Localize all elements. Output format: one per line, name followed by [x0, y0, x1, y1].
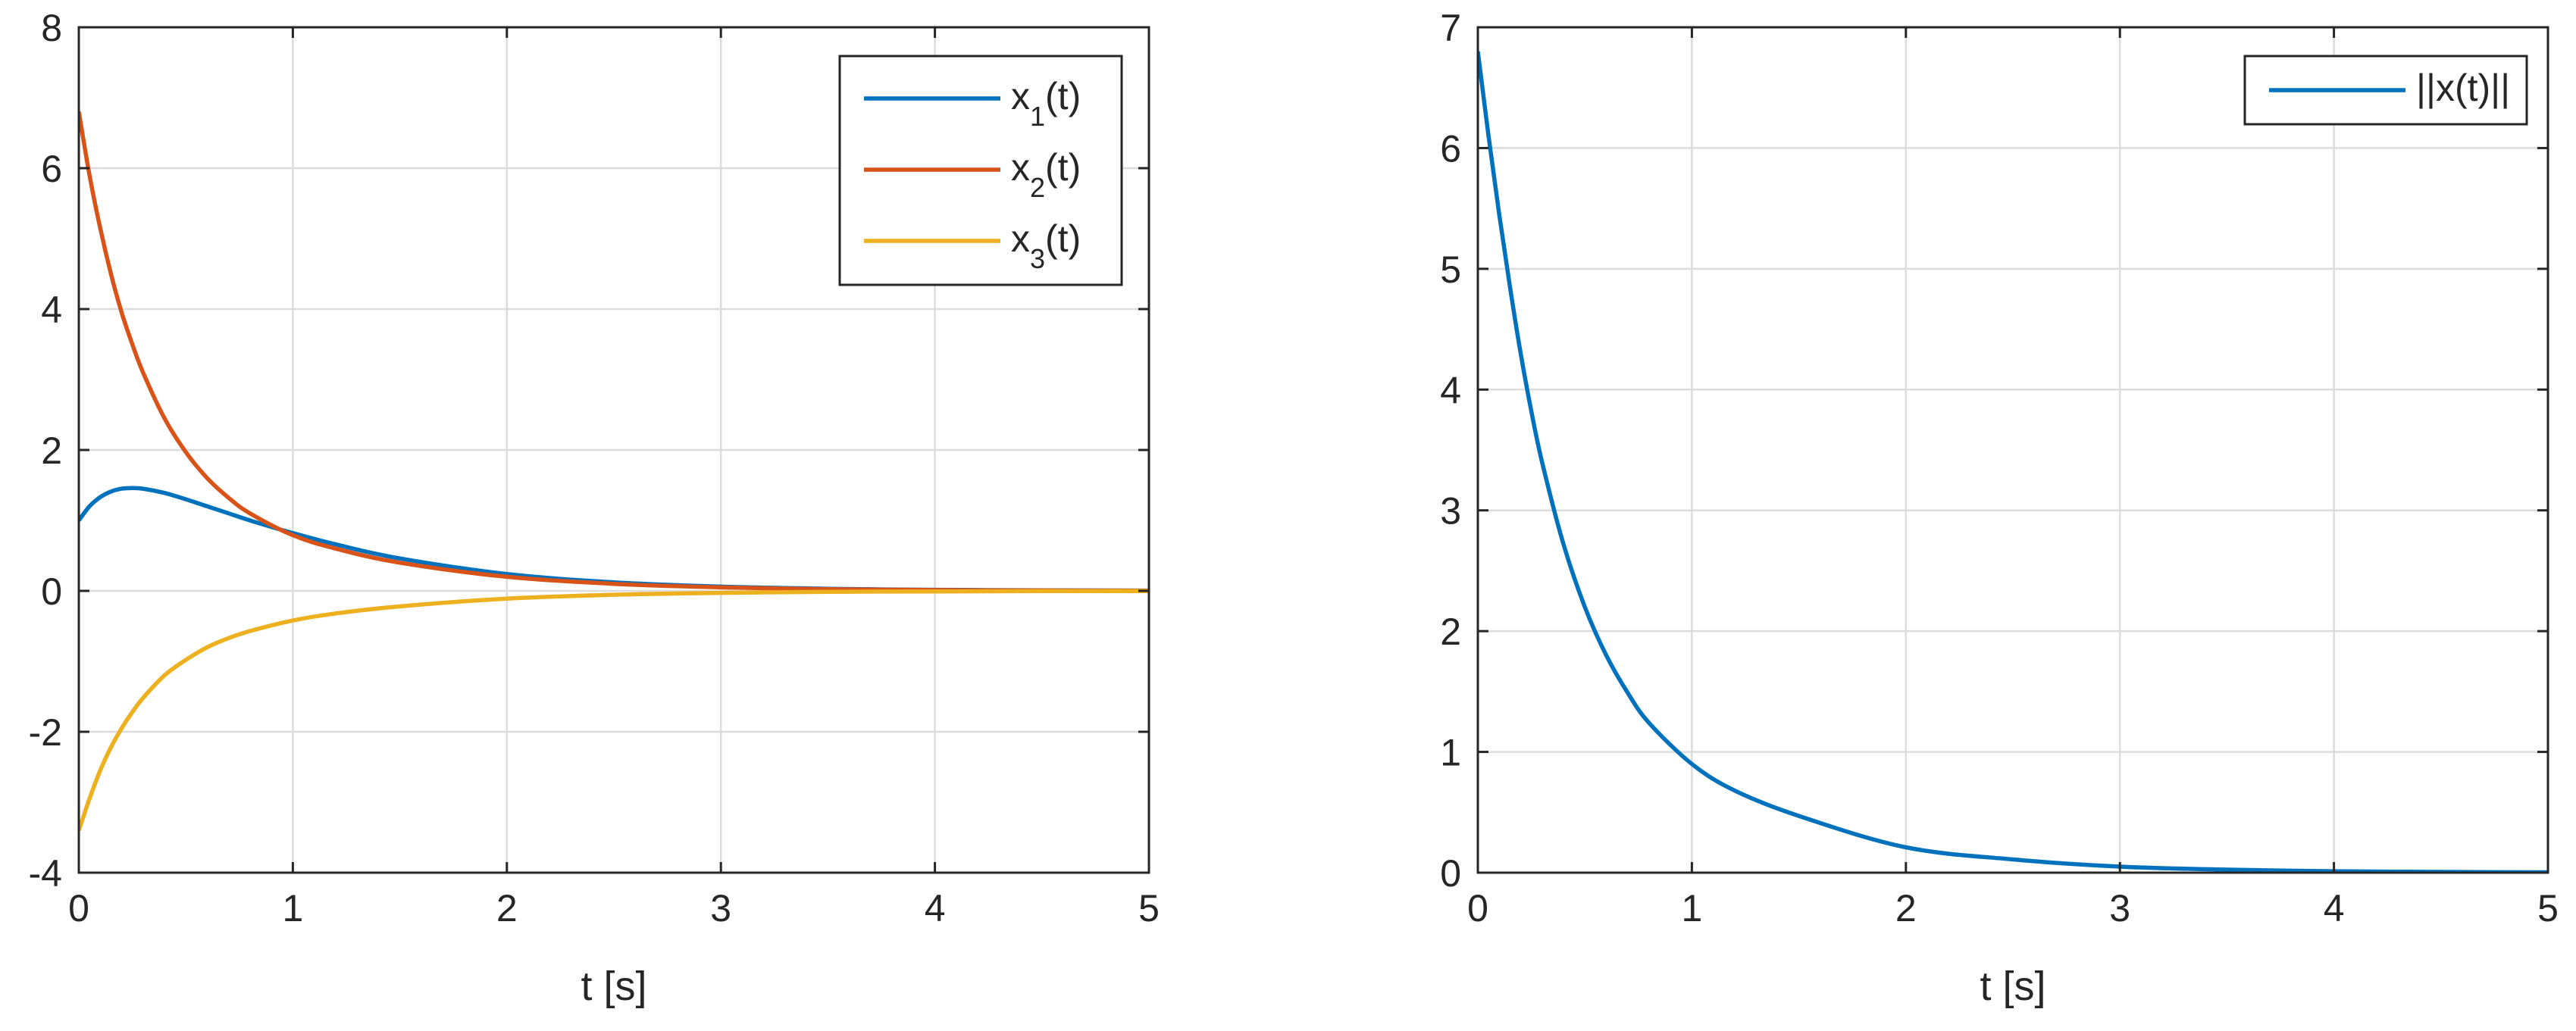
legend-label-subscript: 2	[1030, 172, 1045, 203]
x-tick-label: 1	[1681, 887, 1702, 929]
legend-label-1: ||x(t)||	[2416, 67, 2510, 109]
x-tick-label: 5	[1138, 887, 1160, 929]
y-tick-label: 6	[1440, 127, 1461, 170]
y-tick-label: 0	[1440, 852, 1461, 895]
legend-label-main: ||x(t)||	[2416, 67, 2510, 109]
x-tick-label: 2	[496, 887, 518, 929]
y-tick-label: 2	[1440, 611, 1461, 653]
y-tick-label: 2	[41, 430, 62, 472]
y-tick-label: -4	[29, 852, 62, 895]
legend-label-subscript: 3	[1030, 243, 1045, 274]
legend-label-2: x2(t)	[1011, 146, 1081, 203]
legend-label-tail: (t)	[1045, 217, 1081, 260]
legend-label-main: x	[1011, 146, 1030, 189]
y-tick-label: 3	[1440, 490, 1461, 533]
x-tick-label: 5	[2537, 887, 2559, 929]
y-tick-label: 5	[1440, 248, 1461, 291]
legend-label-subscript: 1	[1030, 101, 1045, 132]
y-tick-label: -2	[29, 711, 62, 754]
x-tick-label: 1	[282, 887, 303, 929]
x-tick-label: 4	[925, 887, 946, 929]
y-tick-label: 6	[41, 148, 62, 190]
y-tick-label: 0	[41, 570, 62, 613]
right-axes: 0 1 2 3 4 5 0 1 2 3 4 5 6 7 t [s] ||x(t)||	[1440, 7, 2559, 1009]
y-tick-label: 1	[1440, 732, 1461, 774]
x-tick-label: 3	[710, 887, 731, 929]
legend-label-main: x	[1011, 217, 1030, 260]
x-tick-label: 2	[1895, 887, 1917, 929]
legend-label-1: x1(t)	[1011, 75, 1081, 132]
x-tick-label: 0	[68, 887, 89, 929]
y-tick-label: 7	[1440, 7, 1461, 49]
series-line-2	[79, 111, 1149, 593]
ticks: 0 1 2 3 4 5 -4 -2 0 2 4 6 8	[29, 7, 1160, 929]
axes-box	[1476, 26, 2549, 874]
x-tick-label: 3	[2109, 887, 2130, 929]
ticks: 0 1 2 3 4 5 0 1 2 3 4 5 6 7	[1440, 7, 2559, 929]
legend-label-tail: (t)	[1045, 75, 1081, 117]
legend: ||x(t)||	[2243, 55, 2528, 126]
legend-label-tail: (t)	[1045, 146, 1081, 189]
legend-label-main: x	[1011, 75, 1030, 117]
y-tick-label: 8	[41, 7, 62, 49]
x-axis-label: t [s]	[1980, 964, 2045, 1009]
series-lines	[1478, 51, 2548, 873]
legend-label-3: x3(t)	[1011, 217, 1081, 274]
series-lines	[79, 111, 1149, 832]
series-line-3	[79, 589, 1149, 832]
x-axis-label: t [s]	[581, 964, 646, 1009]
plot-area	[1478, 27, 2548, 873]
y-tick-label: 4	[1440, 369, 1461, 411]
series-line-1	[1478, 51, 2548, 873]
y-tick-label: 4	[41, 289, 62, 331]
x-tick-label: 4	[2324, 887, 2345, 929]
x-tick-label: 0	[1467, 887, 1488, 929]
legend: x1(t)x2(t)x3(t)	[838, 55, 1123, 286]
